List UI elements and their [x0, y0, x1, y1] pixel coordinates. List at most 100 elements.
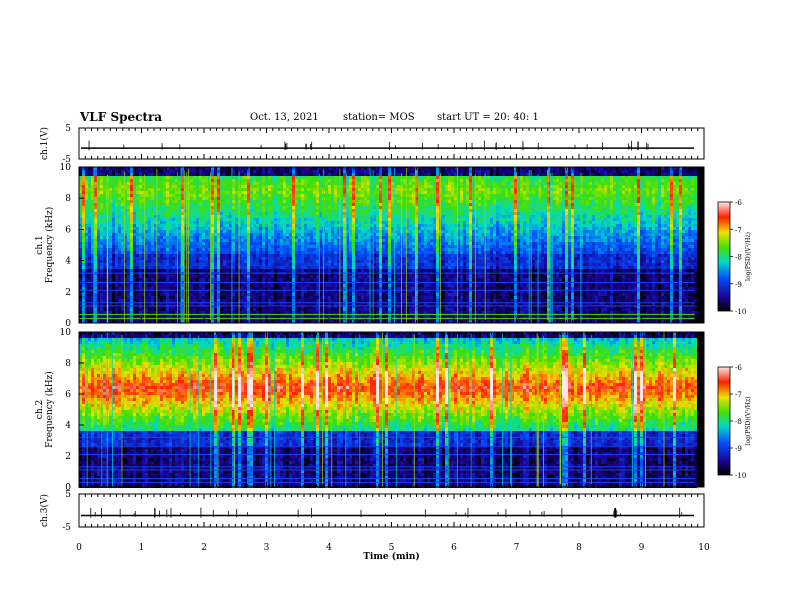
spectrogram-cell [217, 293, 220, 296]
spectrogram-cell [331, 185, 334, 188]
spectrogram-cell [196, 311, 199, 314]
spectrogram-cell [310, 251, 313, 254]
spectrogram-cell [217, 242, 220, 245]
spectrogram-cell [97, 248, 100, 251]
spectrogram-cell [130, 275, 133, 278]
spectrogram-cell [118, 239, 121, 242]
spectrogram-cell [292, 269, 295, 272]
spectrogram-cell [274, 245, 277, 248]
spectrogram-cell [148, 227, 151, 230]
spectrogram-cell [280, 278, 283, 281]
spectrogram-cell [232, 179, 235, 182]
spectrogram-cell [316, 269, 319, 272]
spectrogram-cell [325, 242, 328, 245]
spectrogram-cell [232, 242, 235, 245]
spectrogram-cell [97, 311, 100, 314]
spectrogram-cell [214, 269, 217, 272]
spectrogram-cell [136, 233, 139, 236]
spectrogram-cell [157, 239, 160, 242]
spectrogram-cell [286, 209, 289, 212]
spectrogram-cell [280, 224, 283, 227]
spectrogram-cell [82, 209, 85, 212]
spectrogram-cell [244, 254, 247, 257]
spectrogram-cell [151, 269, 154, 272]
spectrogram-cell [136, 308, 139, 311]
spectrogram-cell [112, 263, 115, 266]
spectrogram-cell [163, 242, 166, 245]
spectrogram-cell [331, 278, 334, 281]
spectrogram-cell [130, 224, 133, 227]
spectrogram-cell [97, 284, 100, 287]
spectrogram-cell [109, 224, 112, 227]
spectrogram-cell [103, 170, 106, 173]
spectrogram-cell [289, 215, 292, 218]
spectrogram-cell [136, 251, 139, 254]
spectrogram-cell [247, 194, 250, 197]
spectrogram-cell [196, 236, 199, 239]
spectrogram-cell [262, 284, 265, 287]
spectrogram-cell [148, 182, 151, 185]
spectrogram-cell [253, 200, 256, 203]
spectrogram-cell [259, 263, 262, 266]
spectrogram-cell [292, 194, 295, 197]
spectrogram-cell [250, 173, 253, 176]
spectrogram-cell [304, 215, 307, 218]
spectrogram-cell [148, 284, 151, 287]
spectrogram-cell [109, 239, 112, 242]
spectrogram-cell [211, 296, 214, 299]
spectrogram-cell [172, 311, 175, 314]
spectrogram-cell [262, 293, 265, 296]
spectrogram-cell [205, 200, 208, 203]
spectrogram-cell [151, 254, 154, 257]
spectrogram-cell [271, 194, 274, 197]
spectrogram-cell [100, 191, 103, 194]
spectrogram-cell [253, 299, 256, 302]
spectrogram-cell [202, 296, 205, 299]
spectrogram-cell [256, 245, 259, 248]
spectrogram-cell [205, 224, 208, 227]
spectrogram-cell [100, 278, 103, 281]
spectrogram-cell [235, 242, 238, 245]
spectrogram-cell [265, 242, 268, 245]
spectrogram-cell [163, 200, 166, 203]
spectrogram-cell [262, 215, 265, 218]
spectrogram-cell [205, 254, 208, 257]
spectrogram-cell [109, 248, 112, 251]
spectrogram-cell [277, 293, 280, 296]
spectrogram-cell [271, 284, 274, 287]
spectrogram-cell [127, 200, 130, 203]
spectrogram-cell [232, 293, 235, 296]
spectrogram-cell [298, 278, 301, 281]
spectrogram-cell [301, 218, 304, 221]
spectrogram-cell [97, 197, 100, 200]
spectrogram-cell [328, 227, 331, 230]
spectrogram-cell [289, 212, 292, 215]
spectrogram-cell [109, 236, 112, 239]
spectrogram-cell [166, 293, 169, 296]
spectrogram-cell [145, 260, 148, 263]
spectrogram-cell [292, 170, 295, 173]
spectrogram-cell [316, 242, 319, 245]
spectrogram-cell [250, 275, 253, 278]
spectrogram-cell [82, 251, 85, 254]
spectrogram-cell [244, 257, 247, 260]
spectrogram-cell [250, 293, 253, 296]
spectrogram-cell [268, 263, 271, 266]
spectrogram-cell [103, 224, 106, 227]
spectrogram-cell [283, 224, 286, 227]
spectrogram-cell [145, 176, 148, 179]
spectrogram-cell [226, 242, 229, 245]
spectrogram-cell [250, 182, 253, 185]
spectrogram-cell [157, 188, 160, 191]
spectrogram-cell [325, 191, 328, 194]
spectrogram-cell [103, 197, 106, 200]
spectrogram-cell [118, 308, 121, 311]
spectrogram-cell [163, 308, 166, 311]
spectrogram-cell [295, 299, 298, 302]
spectrogram-cell [205, 197, 208, 200]
spectrogram-cell [220, 185, 223, 188]
spectrogram-cell [112, 287, 115, 290]
spectrogram-cell [256, 278, 259, 281]
spectrogram-cell [271, 245, 274, 248]
spectrogram-cell [85, 251, 88, 254]
